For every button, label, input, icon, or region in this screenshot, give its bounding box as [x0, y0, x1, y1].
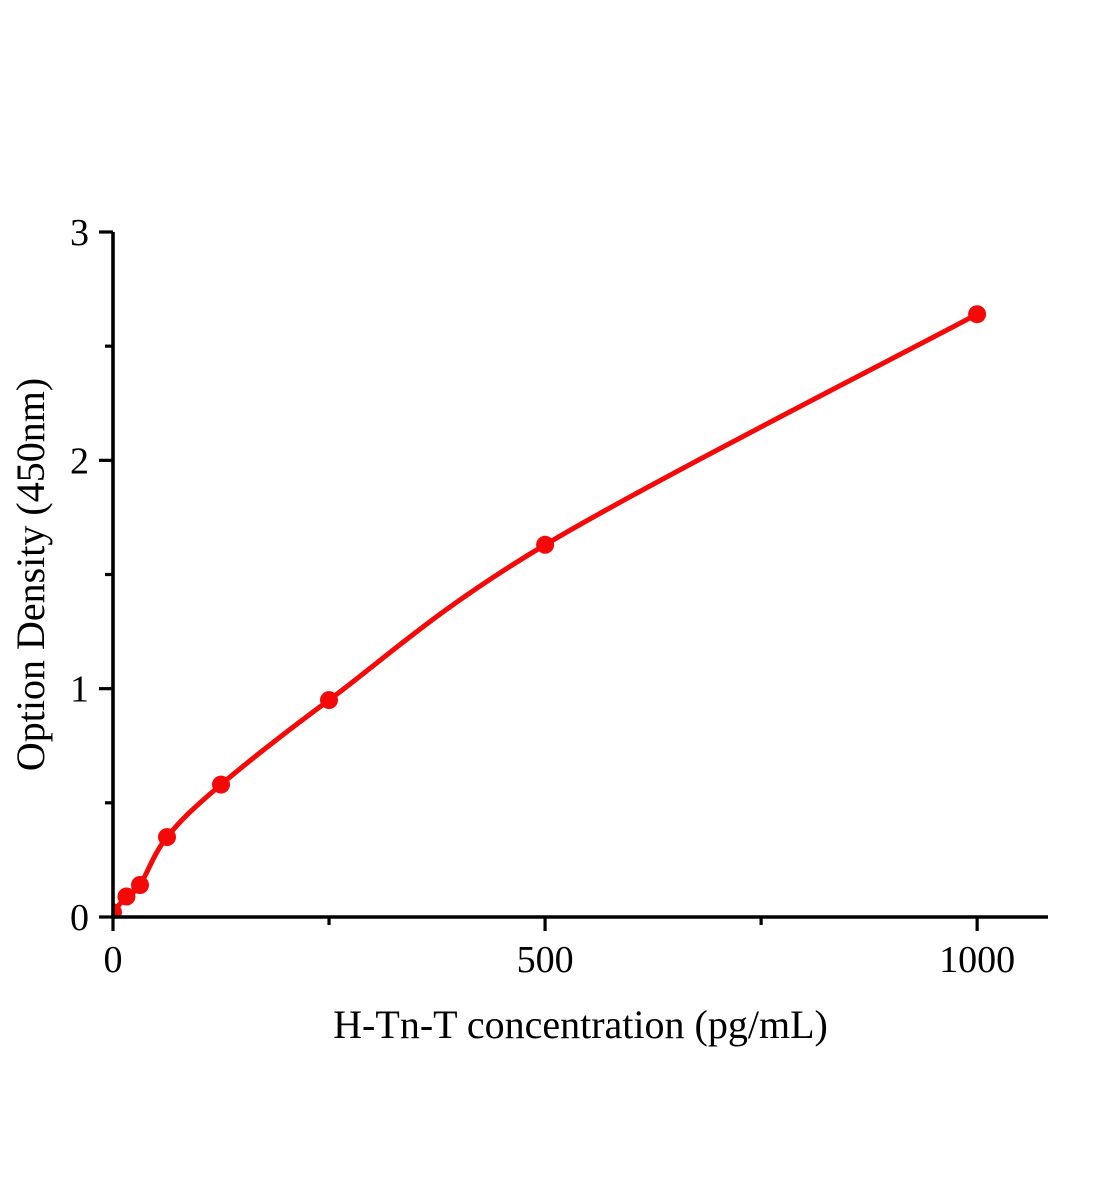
y-axis-tick-labels: 0 1 2 3 — [70, 212, 89, 939]
axes-layer: 0 500 1000 0 1 2 3 — [70, 212, 1048, 981]
data-point-marker — [117, 887, 136, 906]
x-tick-label: 1000 — [939, 939, 1015, 981]
y-tick-label: 3 — [70, 212, 89, 254]
x-axis-title: H-Tn-T concentration (pg/mL) — [333, 1002, 828, 1047]
standard-curve-line — [113, 311, 980, 915]
y-axis-ticks — [99, 230, 113, 919]
y-tick-label: 1 — [70, 669, 89, 711]
data-point-marker — [536, 535, 555, 554]
data-points-group — [113, 305, 987, 917]
x-tick-label: 500 — [517, 939, 574, 981]
y-tick-label: 2 — [70, 440, 89, 482]
data-point-marker — [158, 828, 176, 847]
data-point-marker — [968, 305, 987, 324]
y-tick-label: 0 — [70, 897, 89, 939]
data-point-marker — [131, 876, 149, 894]
data-point-marker — [113, 903, 122, 917]
x-axis-ticks — [111, 917, 979, 931]
x-tick-label: 0 — [104, 939, 123, 981]
data-layer — [113, 305, 987, 917]
y-axis-title: Option Density (450nm) — [8, 378, 53, 771]
x-axis-tick-labels: 0 500 1000 — [104, 939, 1016, 981]
data-point-marker — [212, 775, 230, 794]
data-point-marker — [320, 691, 338, 710]
